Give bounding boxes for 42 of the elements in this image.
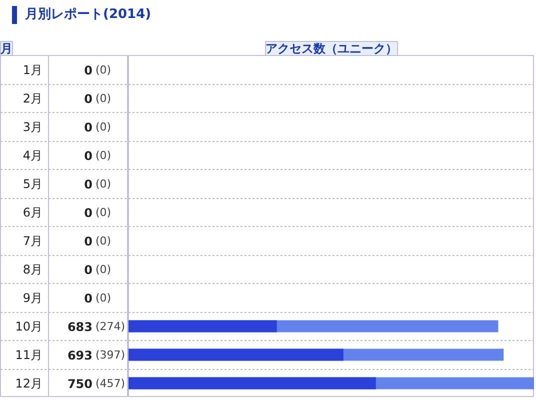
data-label: 683 bbox=[67, 320, 93, 334]
y-tick-label: 8月 bbox=[22, 262, 43, 276]
data-label: (397) bbox=[96, 348, 126, 362]
data-label: 0 bbox=[84, 177, 93, 192]
data-label: 0 bbox=[84, 92, 93, 106]
y-tick-label: 12月 bbox=[15, 376, 43, 390]
y-tick-label: 5月 bbox=[22, 176, 43, 191]
bar bbox=[128, 320, 277, 332]
data-label: 0 bbox=[84, 291, 93, 306]
data-label: (0) bbox=[96, 120, 112, 134]
y-tick-label: 11月 bbox=[15, 348, 43, 362]
y-tick-label: 6月 bbox=[22, 205, 43, 220]
y-axis-title: 月 bbox=[0, 42, 12, 56]
data-label: (0) bbox=[96, 206, 112, 219]
data-label: 0 bbox=[84, 63, 93, 78]
data-label: (457) bbox=[96, 376, 126, 390]
y-tick-label: 2月 bbox=[22, 91, 43, 106]
data-label: (0) bbox=[96, 148, 112, 162]
data-label: (0) bbox=[96, 234, 112, 248]
data-label: 750 bbox=[67, 376, 93, 391]
data-label: 0 bbox=[84, 262, 93, 277]
data-label: (0) bbox=[96, 262, 112, 276]
data-label: (274) bbox=[96, 320, 126, 333]
data-label: (0) bbox=[96, 177, 112, 190]
chart-title: 月別レポート(2014) bbox=[12, 6, 152, 24]
x-axis-title: アクセス数（ユニーク） bbox=[266, 42, 398, 56]
bar bbox=[128, 348, 344, 361]
data-label: 0 bbox=[84, 206, 93, 220]
y-tick-label: 9月 bbox=[22, 290, 43, 305]
bar bbox=[128, 377, 376, 390]
data-label: 693 bbox=[67, 348, 93, 362]
y-tick-label: 10月 bbox=[15, 319, 43, 334]
data-label: 0 bbox=[84, 120, 93, 134]
data-label: (0) bbox=[96, 63, 112, 76]
y-tick-label: 3月 bbox=[22, 120, 43, 134]
y-tick-label: 1月 bbox=[22, 62, 43, 77]
data-label: 0 bbox=[84, 234, 93, 248]
data-label: (0) bbox=[96, 291, 112, 304]
y-tick-label: 4月 bbox=[22, 148, 43, 162]
y-tick-label: 7月 bbox=[22, 234, 43, 248]
data-label: 0 bbox=[84, 148, 93, 163]
data-label: (0) bbox=[96, 92, 112, 105]
